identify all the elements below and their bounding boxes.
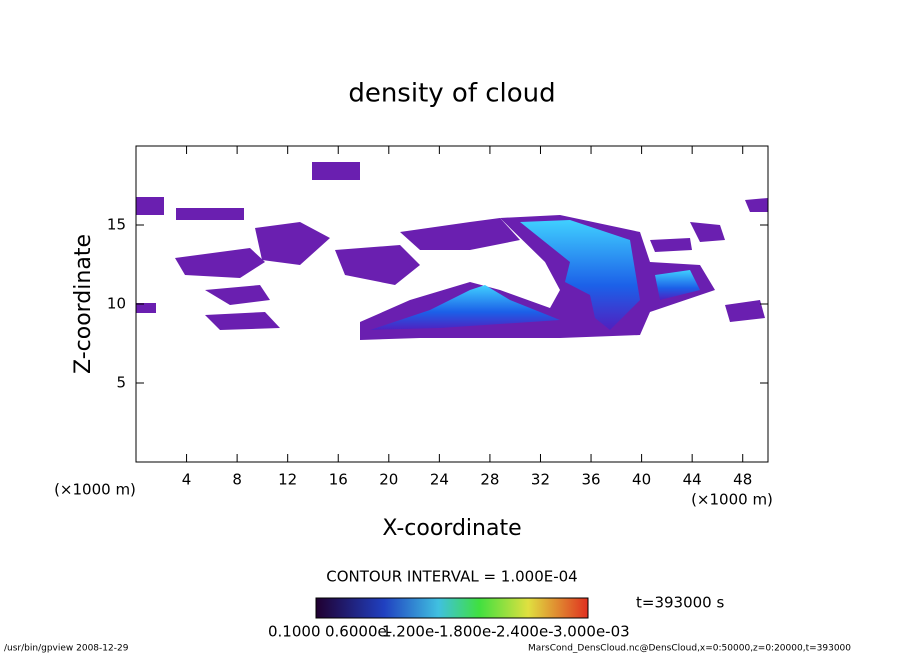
- x-tick-label: 40: [632, 471, 651, 489]
- colorbar-label: 0.1000: [268, 623, 321, 641]
- time-label: t=393000 s: [636, 594, 724, 612]
- y-tick-label: 5: [116, 374, 126, 392]
- x-tick-label: 16: [329, 471, 348, 489]
- y-axis-label: Z-coordinate: [71, 234, 96, 374]
- x-axis-label: X-coordinate: [382, 516, 521, 541]
- x-tick-label: 48: [733, 471, 752, 489]
- colorbar-label: 2.400e-: [496, 623, 554, 641]
- colorbar-label: 3.000e-03: [553, 623, 630, 641]
- x-tick-label: 28: [480, 471, 499, 489]
- x-unit-right: (×1000 m): [691, 491, 773, 509]
- contour-interval: CONTOUR INTERVAL = 1.000E-04: [326, 568, 577, 586]
- colorbar: [315, 597, 589, 619]
- footer-right: MarsCond_DensCloud.nc@DensCloud,x=0:5000…: [528, 644, 851, 654]
- x-tick-label: 12: [278, 471, 297, 489]
- colorbar-label: 0.6000e-: [325, 623, 392, 641]
- x-tick-label: 44: [683, 471, 702, 489]
- x-tick-label: 32: [531, 471, 550, 489]
- cloud-core: [370, 220, 700, 330]
- x-tick-label: 20: [379, 471, 398, 489]
- x-unit-left: (×1000 m): [54, 481, 136, 499]
- y-tick-label: 15: [107, 216, 126, 234]
- colorbar-label: 1.200e-: [382, 623, 440, 641]
- footer-left: /usr/bin/gpview 2008-12-29: [4, 644, 129, 654]
- chart-title: density of cloud: [348, 79, 555, 109]
- x-tick-label: 24: [430, 471, 449, 489]
- y-tick-label: 10: [107, 295, 126, 313]
- x-tick-label: 8: [232, 471, 242, 489]
- x-tick-label: 36: [581, 471, 600, 489]
- colorbar-label: 1.800e-: [439, 623, 497, 641]
- x-tick-label: 4: [182, 471, 192, 489]
